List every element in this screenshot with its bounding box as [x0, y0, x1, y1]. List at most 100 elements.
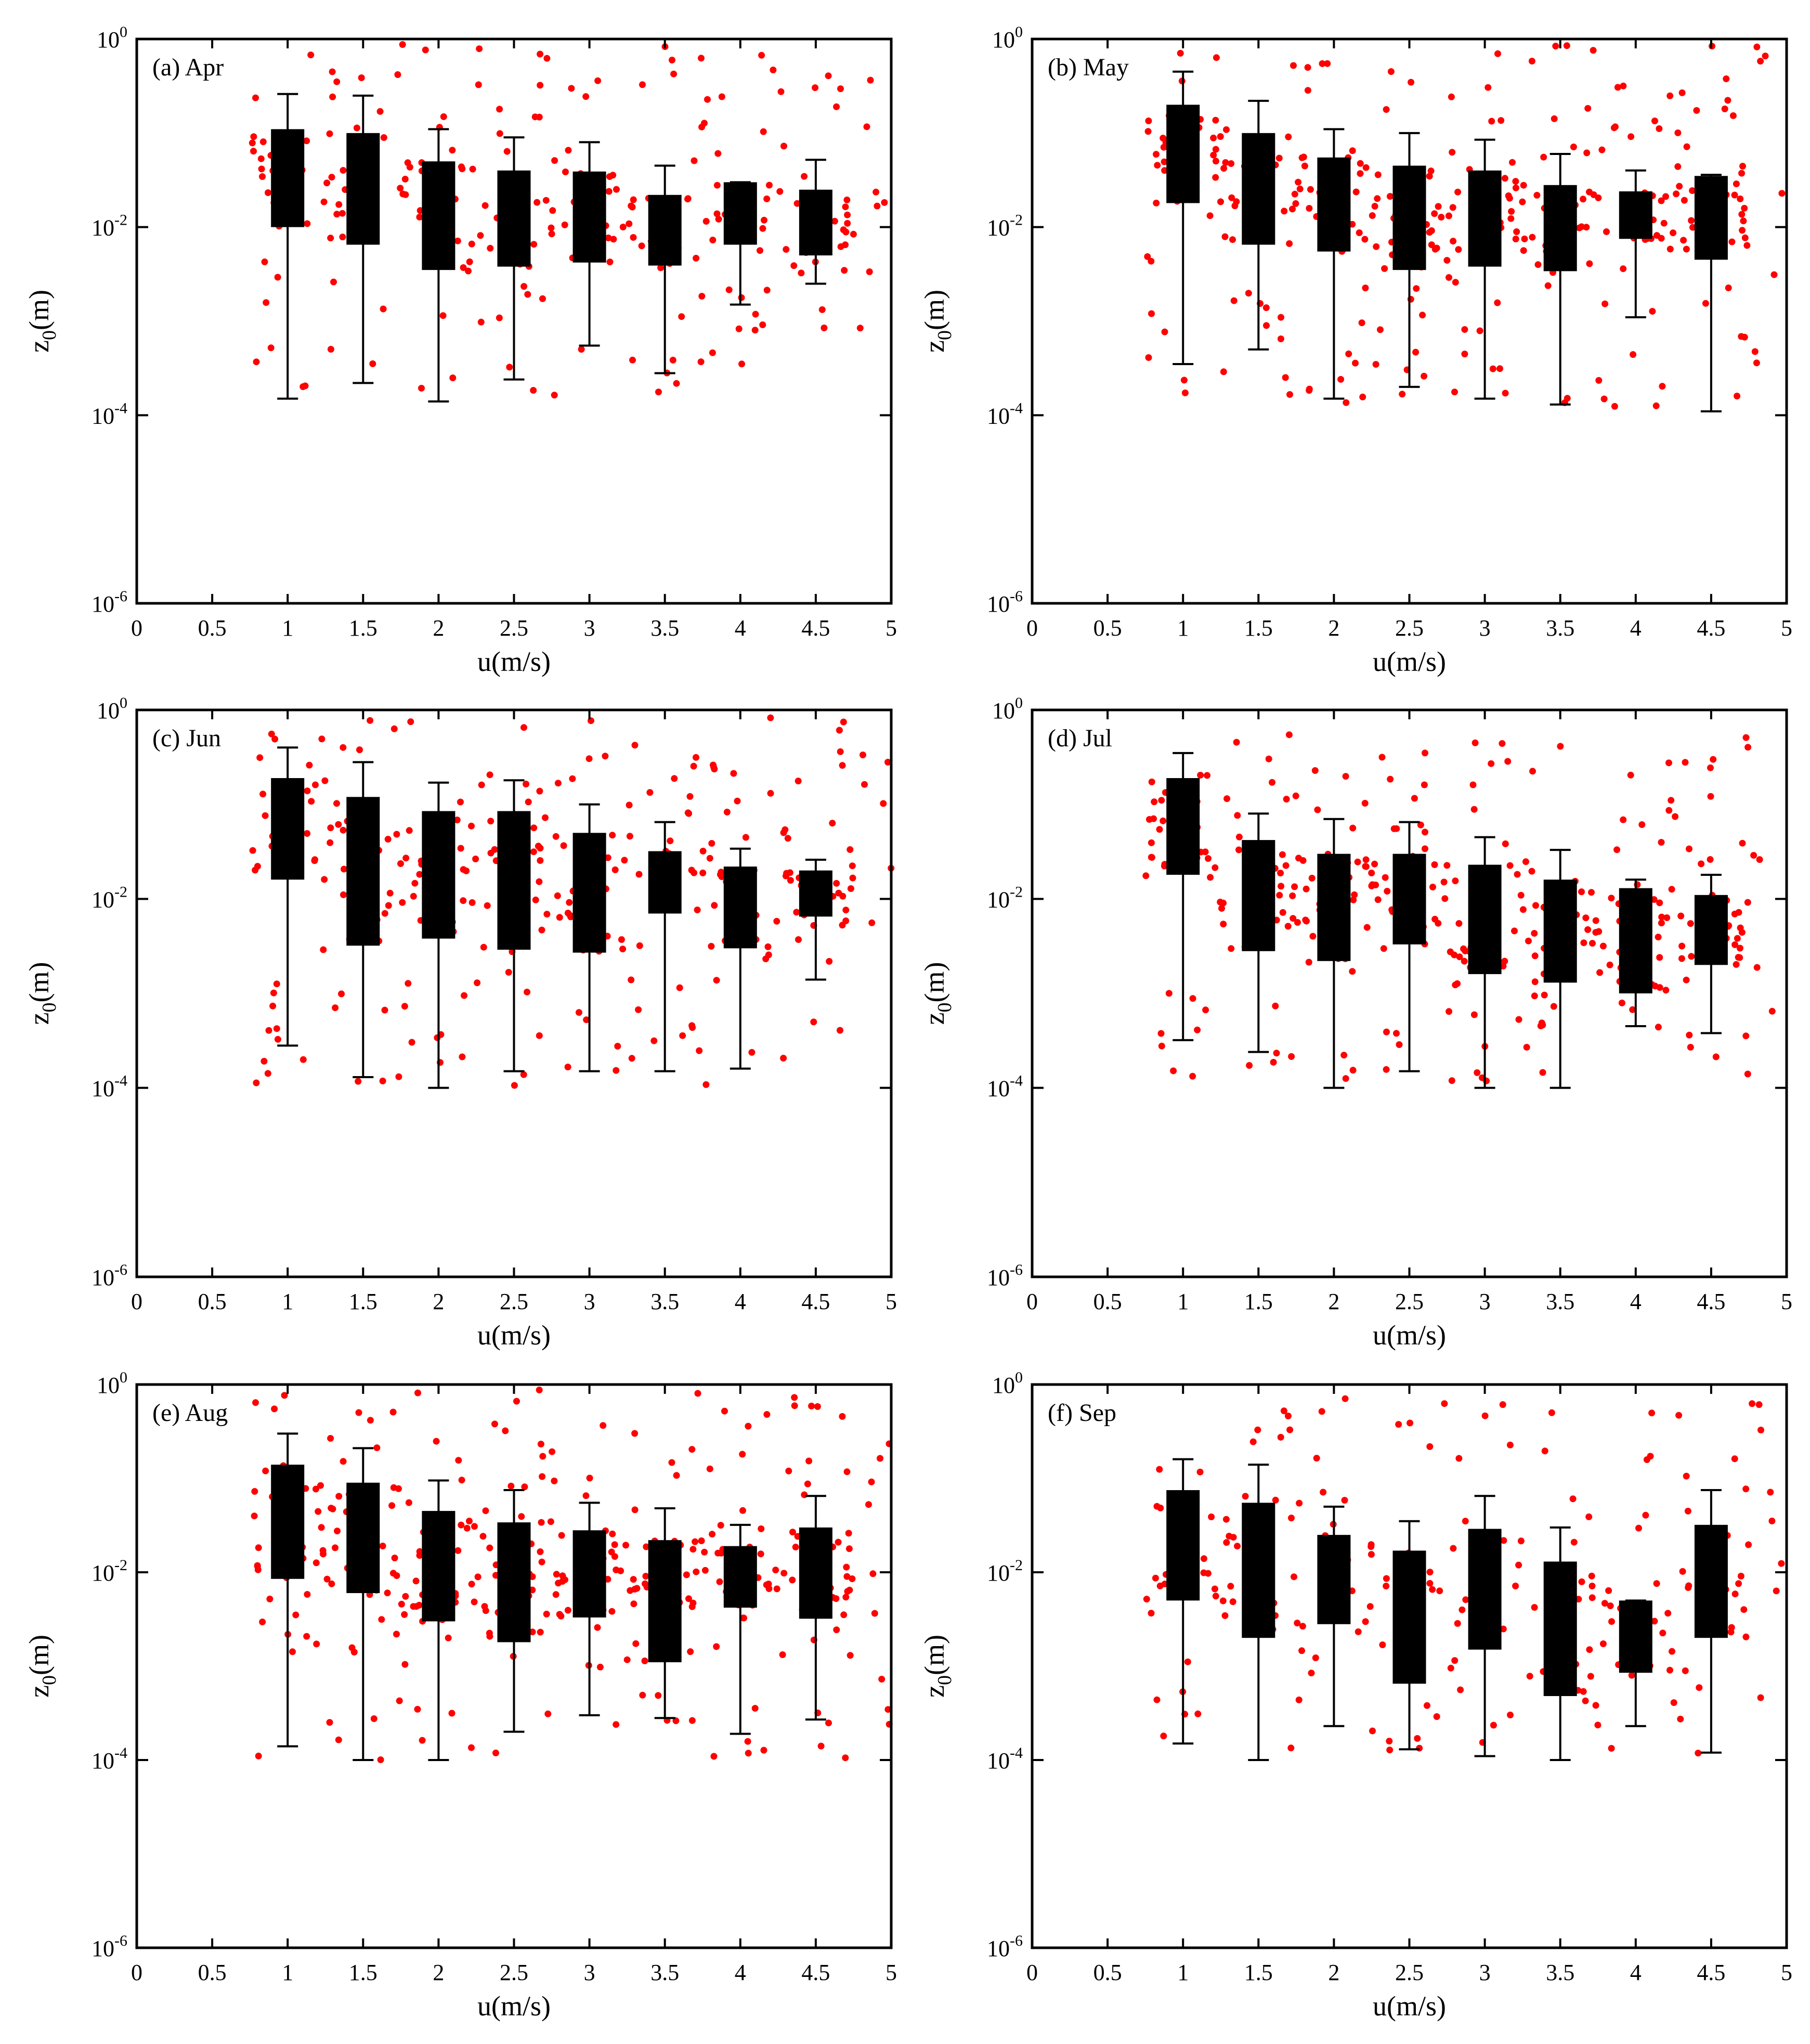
- scatter-point: [1658, 913, 1665, 921]
- scatter-point: [542, 814, 549, 821]
- x-tick-label: 0: [131, 1289, 142, 1314]
- box-iqr: [572, 1530, 606, 1618]
- scatter-point: [1459, 1606, 1466, 1613]
- x-tick-label: 0.5: [198, 1289, 227, 1314]
- box-1: [1166, 70, 1200, 365]
- scatter-point: [1373, 243, 1380, 250]
- scatter-point: [698, 1537, 705, 1544]
- scatter-point: [1461, 958, 1468, 965]
- scatter-point: [1534, 261, 1542, 268]
- scatter-point: [1584, 105, 1592, 112]
- scatter-point: [266, 1595, 274, 1602]
- scatter-point: [1582, 1697, 1589, 1704]
- scatter-point: [1362, 1618, 1369, 1625]
- scatter-point: [1608, 1745, 1615, 1752]
- scatter-point: [1737, 924, 1744, 932]
- scatter-point: [1196, 1468, 1204, 1476]
- scatter-point: [1220, 368, 1227, 376]
- scatter-point: [713, 977, 720, 984]
- y-tick-label: 10-2: [987, 212, 1023, 241]
- scatter-point: [404, 159, 411, 166]
- scatter-point: [739, 1507, 746, 1514]
- x-tick-label: 1.5: [349, 615, 377, 641]
- scatter-point: [463, 867, 470, 874]
- scatter-point: [1698, 860, 1705, 868]
- scatter-point: [1357, 170, 1364, 177]
- x-tick-label: 3.5: [1546, 1289, 1574, 1314]
- scatter-point: [1531, 992, 1538, 1000]
- scatter-point: [1749, 1400, 1756, 1407]
- scatter-point: [1433, 1713, 1440, 1720]
- scatter-point: [333, 800, 340, 807]
- scatter-point: [1507, 1711, 1514, 1718]
- scatter-point: [1245, 290, 1252, 297]
- scatter-point: [1515, 1561, 1522, 1569]
- scatter-point: [379, 1077, 386, 1084]
- scatter-point: [419, 1737, 426, 1744]
- scatter-point: [1309, 933, 1317, 940]
- scatter-point: [1733, 180, 1740, 187]
- box-iqr: [799, 1527, 832, 1619]
- scatter-point: [1460, 945, 1467, 952]
- scatter-point: [759, 225, 766, 232]
- box-4.5: [1694, 174, 1728, 412]
- scatter-point: [710, 1753, 718, 1760]
- scatter-point: [715, 215, 722, 223]
- scatter-point: [841, 267, 848, 274]
- box-iqr: [648, 851, 682, 914]
- scatter-point: [1660, 219, 1668, 227]
- scatter-point: [1670, 1699, 1677, 1706]
- scatter-point: [718, 869, 725, 876]
- scatter-point: [742, 834, 749, 841]
- scatter-point: [1356, 229, 1363, 236]
- scatter-point: [533, 199, 541, 206]
- box-4.5: [1694, 873, 1728, 1034]
- scatter-point: [1358, 319, 1365, 327]
- scatter-point: [1552, 43, 1559, 50]
- scatter-point: [1684, 1507, 1691, 1515]
- scatter-point: [1286, 240, 1293, 247]
- scatter-point: [1441, 895, 1449, 902]
- scatter-point: [1659, 383, 1666, 390]
- scatter-point: [713, 210, 721, 217]
- scatter-point: [335, 821, 342, 828]
- scatter-point: [1481, 1412, 1489, 1419]
- scatter-point: [328, 174, 335, 181]
- scatter-point: [790, 262, 798, 269]
- scatter-point: [468, 1744, 475, 1751]
- scatter-point: [1435, 203, 1442, 210]
- x-tick-label: 4: [1630, 615, 1642, 641]
- scatter-point: [1291, 190, 1298, 198]
- scatter-point: [478, 781, 485, 788]
- scatter-point: [1337, 376, 1345, 383]
- scatter-point: [671, 775, 678, 782]
- scatter-point: [1148, 839, 1155, 846]
- y-tick-label: 100: [992, 1369, 1023, 1398]
- scatter-point: [1411, 795, 1418, 802]
- box-iqr: [422, 161, 455, 270]
- scatter-point: [1431, 861, 1438, 868]
- scatter-point: [1144, 128, 1152, 135]
- scatter-point: [327, 235, 334, 242]
- scatter-point: [716, 1578, 723, 1585]
- scatter-point: [332, 1004, 339, 1012]
- scatter-point: [333, 211, 341, 218]
- scatter-point: [1538, 1019, 1545, 1027]
- scatter-point: [1611, 403, 1618, 410]
- scatter-point: [845, 1530, 852, 1537]
- scatter-point: [792, 1544, 799, 1550]
- box-3: [1468, 1495, 1502, 1757]
- scatter-point: [377, 1756, 384, 1763]
- y-tick-label: 10-6: [92, 588, 127, 617]
- scatter-point: [582, 93, 590, 100]
- scatter-point: [745, 1750, 752, 1757]
- scatter-point: [833, 1626, 840, 1634]
- scatter-point: [548, 224, 555, 231]
- x-tick-label: 4: [1630, 1289, 1642, 1314]
- scatter-point: [523, 781, 530, 787]
- scatter-point: [536, 1032, 543, 1039]
- scatter-point: [340, 167, 347, 174]
- x-tick-label: 0: [1026, 615, 1038, 641]
- scatter-point: [679, 1032, 686, 1039]
- scatter-point: [479, 1533, 487, 1540]
